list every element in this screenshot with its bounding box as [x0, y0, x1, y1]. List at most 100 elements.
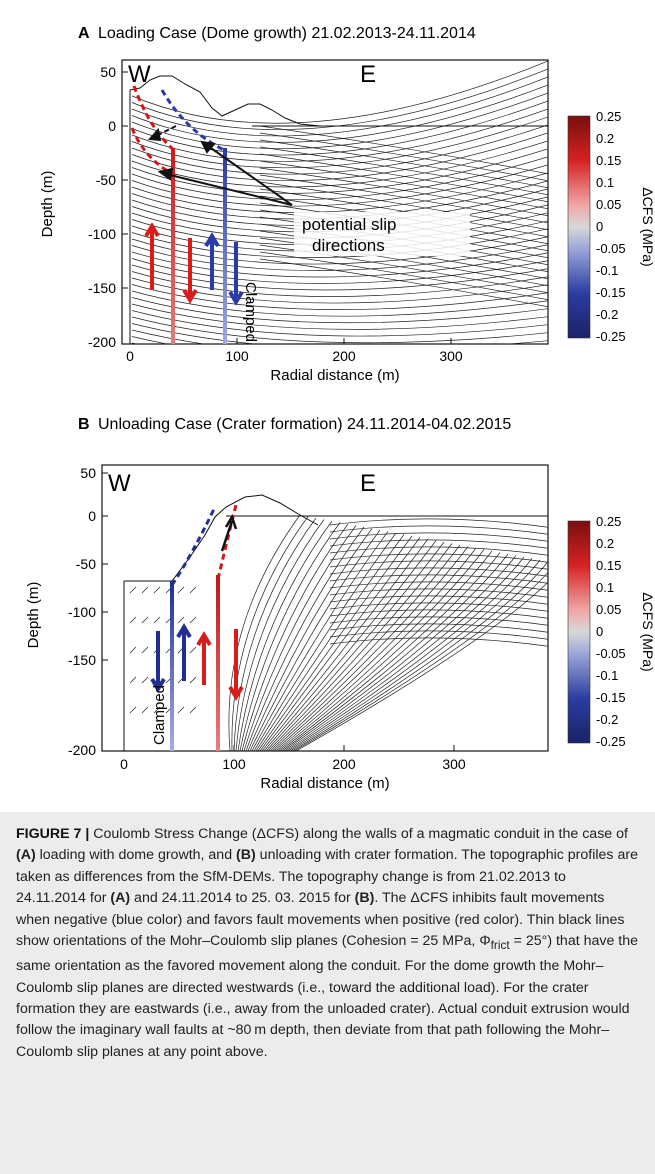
panel-b-title: Unloading Case (Crater formation) 24.11.… [98, 416, 511, 433]
panel-a-title: Loading Case (Dome growth) 21.02.2013-24… [98, 25, 476, 42]
panel-a-ytick-0: 0 [108, 118, 116, 134]
panel-a-cbar-tick-2: 0.15 [596, 153, 621, 168]
panel-b-cbar-tick-10: -0.25 [596, 734, 626, 749]
panel-b-xtick-300: 300 [442, 756, 466, 772]
panel-b: B Unloading Case (Crater formation) 24.1… [0, 385, 655, 797]
panel-a-xtick-300: 300 [439, 348, 463, 364]
panel-b-ytick-m100: -100 [68, 604, 96, 620]
panel-b-y-ticks: 50 0 -50 -100 -150 -200 [68, 465, 96, 758]
caption-text-2: loading with dome growth, and [35, 847, 237, 864]
panel-b-cbar-tick-7: -0.1 [596, 668, 618, 683]
panel-a-red-dashed-path [132, 85, 177, 154]
panel-b-blue-fault [170, 581, 174, 751]
panel-a-blue-fault [223, 148, 227, 344]
panel-a-cbar-tick-9: -0.2 [596, 307, 618, 322]
panel-a-xtick-100: 100 [225, 348, 249, 364]
caption-ref-b-2: (B) [354, 890, 375, 907]
panel-a-east-label: E [360, 61, 376, 88]
panel-a-cbar-tick-5: 0 [596, 219, 603, 234]
panel-b-colorbar-ticks: 0.25 0.2 0.15 0.1 0.05 0 -0.05 -0.1 -0.1… [596, 514, 626, 749]
panel-b-arrow [220, 514, 238, 552]
panel-a-letter: A [78, 25, 90, 42]
panel-b-plot-area [101, 464, 549, 752]
panel-b-clamped-label: Clamped [151, 685, 168, 745]
panel-b-xtick-200: 200 [332, 756, 356, 772]
panel-b-cbar-tick-0: 0.25 [596, 514, 621, 529]
panel-b-ytick-m150: -150 [68, 652, 96, 668]
panel-b-cbar-tick-8: -0.15 [596, 690, 626, 705]
panel-a-topography [129, 75, 321, 127]
panel-b-east-label: E [360, 470, 376, 497]
panel-b-cbar-tick-1: 0.2 [596, 536, 614, 551]
panel-a-cbar-tick-10: -0.25 [596, 329, 626, 344]
panel-a-ytick-m100: -100 [88, 226, 116, 242]
panel-b-cbar-tick-5: 0 [596, 624, 603, 639]
panel-a-colorbar-ticks: 0.25 0.2 0.15 0.1 0.05 0 -0.05 -0.1 -0.1… [596, 109, 626, 344]
caption-ref-b-1: (B) [236, 847, 256, 864]
panel-a-cbar-tick-6: -0.05 [596, 241, 626, 256]
panel-b-ytick-m200: -200 [68, 742, 96, 758]
caption-text-4: and 24.11.2014 to 25. 03. 2015 for [130, 890, 355, 907]
caption-subscript: frict [490, 937, 510, 952]
panel-a-cbar-tick-8: -0.15 [596, 285, 626, 300]
caption-ref-a-2: (A) [110, 890, 131, 907]
panel-a-blue-offset-symbol [204, 232, 244, 306]
panel-a-ytick-m150: -150 [88, 280, 116, 296]
figure-caption: FIGURE 7 | Coulomb Stress Change (ΔCFS) … [16, 824, 639, 1063]
panel-a-cbar-tick-4: 0.05 [596, 197, 621, 212]
panel-a-arrows [147, 125, 293, 206]
panel-b-letter: B [78, 416, 90, 433]
panel-b-cbar-tick-4: 0.05 [596, 602, 621, 617]
panel-a-ylabel: Depth (m) [39, 171, 56, 238]
panel-b-xtick-100: 100 [222, 756, 246, 772]
caption-ref-a-1: (A) [16, 847, 36, 864]
panel-b-ytick-m50: -50 [76, 556, 96, 572]
panel-b-cbar-tick-9: -0.2 [596, 712, 618, 727]
panel-a-red-fault [171, 148, 175, 344]
panel-b-cbar-tick-3: 0.1 [596, 580, 614, 595]
caption-text-3: unloading with crater formation. The top… [16, 847, 638, 907]
panel-a-figure: A Loading Case (Dome growth) 21.02.2013-… [39, 25, 655, 384]
panel-b-red-offset-symbol [196, 629, 244, 701]
panel-b-colorbar-label: ΔCFS (MPa) [640, 592, 655, 671]
panel-a-annotation-line1: potential slip [302, 215, 397, 234]
panel-b-colorbar [567, 520, 591, 744]
panel-a-cbar-tick-3: 0.1 [596, 175, 614, 190]
panel-a: A Loading Case (Dome growth) 21.02.2013-… [0, 0, 655, 385]
panel-b-cbar-tick-6: -0.05 [596, 646, 626, 661]
panel-a-colorbar-label: ΔCFS (MPa) [640, 187, 655, 266]
panel-a-tick-marks [122, 71, 452, 344]
panel-a-blue-dashed-path [160, 89, 225, 152]
panel-a-cbar-tick-7: -0.1 [596, 263, 618, 278]
panel-a-colorbar [567, 115, 591, 339]
panel-b-red-fault [216, 575, 220, 751]
panel-b-ytick-50: 50 [80, 465, 96, 481]
caption-text-6: = 25°) that have the same orientation as… [16, 933, 639, 1060]
panel-b-slip-planes [129, 514, 548, 751]
panel-a-ytick-50: 50 [100, 64, 116, 80]
panel-a-cbar-tick-0: 0.25 [596, 109, 621, 124]
panel-b-tick-marks [102, 472, 455, 751]
caption-text-5: . The ΔCFS inhibits fault movements when… [16, 890, 625, 950]
figure-caption-box: FIGURE 7 | Coulomb Stress Change (ΔCFS) … [0, 812, 655, 1174]
panel-b-x-ticks: 0 100 200 300 [120, 756, 466, 772]
panel-b-xlabel: Radial distance (m) [260, 775, 389, 792]
panel-a-red-offset-symbol [144, 222, 198, 304]
panel-a-x-ticks: 0 100 200 300 [126, 348, 463, 364]
panel-a-xtick-0: 0 [126, 348, 134, 364]
panel-a-y-ticks: 50 0 -50 -100 -150 -200 [88, 64, 116, 350]
panel-a-xtick-200: 200 [332, 348, 356, 364]
panel-a-annotation-bg [294, 212, 470, 256]
panel-b-ytick-0: 0 [88, 508, 96, 524]
panel-a-ytick-m50: -50 [96, 172, 116, 188]
panel-b-xtick-0: 0 [120, 756, 128, 772]
panel-b-blue-offset-symbol [150, 623, 192, 693]
panel-b-west-label: W [108, 470, 131, 497]
panel-b-figure: B Unloading Case (Crater formation) 24.1… [25, 416, 655, 792]
figure-label: FIGURE 7 | [16, 826, 90, 842]
panel-a-ytick-m200: -200 [88, 334, 116, 350]
panel-a-xlabel: Radial distance (m) [270, 367, 399, 384]
panel-a-cbar-tick-1: 0.2 [596, 131, 614, 146]
panel-a-annotation-line2: directions [312, 236, 385, 255]
panel-b-ylabel: Depth (m) [25, 582, 42, 649]
